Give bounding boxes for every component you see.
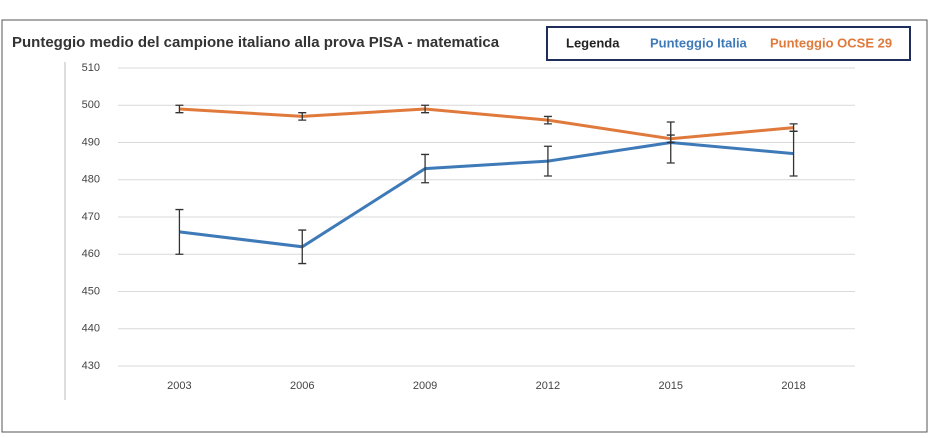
error-bar [543, 115, 552, 125]
x-tick-label: 2015 [659, 380, 683, 392]
x-tick-label: 2006 [290, 380, 314, 392]
y-tick-label: 470 [82, 211, 100, 223]
x-tick-label: 2018 [781, 380, 805, 392]
chart-title: Punteggio medio del campione italiano al… [12, 34, 500, 51]
error-bar [175, 104, 184, 114]
error-bar [789, 123, 798, 132]
legend-title: Legenda [566, 35, 620, 50]
y-tick-label: 500 [82, 99, 100, 111]
y-tick-label: 480 [82, 174, 100, 186]
series-line [179, 107, 794, 141]
legend-label: Punteggio Italia [650, 35, 748, 50]
y-tick-label: 490 [82, 136, 100, 148]
error-bar [421, 153, 430, 184]
y-tick-label: 440 [82, 323, 100, 335]
x-tick-label: 2009 [413, 380, 437, 392]
frame [1, 19, 928, 433]
y-tick-label: 450 [82, 285, 100, 297]
x-tick-label: 2012 [536, 380, 560, 392]
series-line [179, 140, 794, 249]
legend-label: Punteggio OCSE 29 [770, 35, 892, 50]
error-bar [421, 104, 430, 114]
error-bar [666, 134, 675, 144]
x-tick-label: 2003 [167, 380, 191, 392]
y-tick-label: 510 [82, 62, 100, 74]
legend-box [546, 26, 911, 61]
error-bar [298, 112, 307, 121]
error-bar [543, 145, 552, 177]
y-tick-label: 460 [82, 248, 100, 260]
y-tick-label: 430 [82, 360, 100, 372]
error-bar [298, 229, 307, 265]
error-bar [175, 208, 184, 255]
